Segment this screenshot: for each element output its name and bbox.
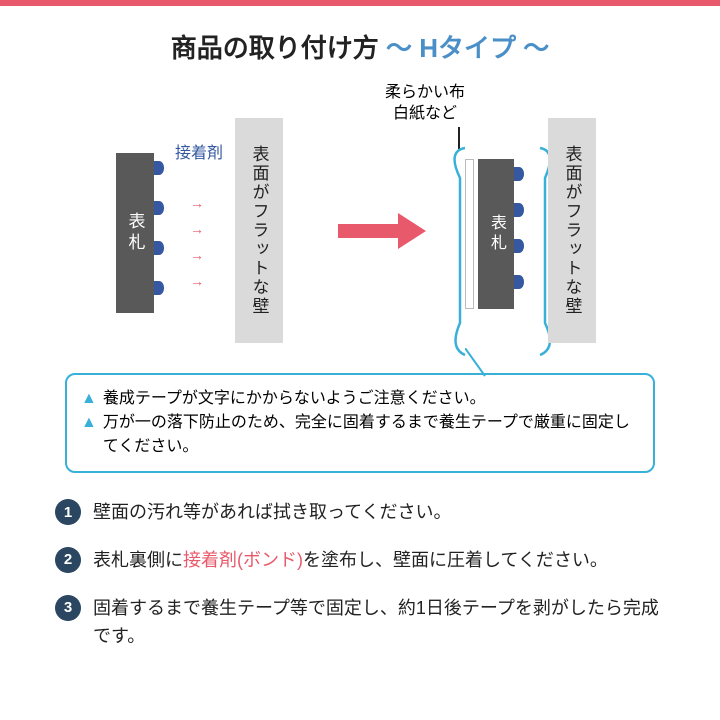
title-bracket-left: 〜: [386, 33, 419, 63]
step-number: 3: [55, 595, 81, 621]
small-arrow: →: [190, 221, 204, 237]
steps-list: 1 壁面の汚れ等があれば拭き取ってください。 2 表札裏側に接着剤(ボンド)を塗…: [55, 499, 665, 651]
small-arrow: →: [190, 273, 204, 289]
step-1: 1 壁面の汚れ等があれば拭き取ってください。: [55, 499, 665, 527]
glue-dot: [514, 239, 524, 253]
wall-right: 表面がフラットな壁: [548, 118, 596, 343]
notice-row-2: ▲ 万が一の落下防止のため、完全に固着するまで養生テープで厳重に固定してください…: [81, 411, 639, 459]
warning-icon: ▲: [81, 411, 97, 435]
step-text: 固着するまで養生テープ等で固定し、約1日後テープを剥がしたら完成です。: [93, 595, 665, 651]
step-highlight: 接着剤(ボンド): [183, 550, 303, 570]
notice-text-2: 万が一の落下防止のため、完全に固着するまで養生テープで厳重に固定してください。: [103, 411, 639, 459]
step-3: 3 固着するまで養生テープ等で固定し、約1日後テープを剥がしたら完成です。: [55, 595, 665, 651]
title-htype: Hタイプ: [419, 33, 516, 63]
glue-dot: [514, 275, 524, 289]
page-title: 商品の取り付け方 〜 Hタイプ 〜: [0, 28, 720, 65]
glue-dot: [154, 201, 164, 215]
top-accent-bar: [0, 0, 720, 6]
step-suffix: を塗布し、壁面に圧着してください。: [303, 550, 608, 570]
step-2: 2 表札裏側に接着剤(ボンド)を塗布し、壁面に圧着してください。: [55, 547, 665, 575]
cloth-note-line2: 白紙など: [385, 104, 465, 125]
cloth-note-line1: 柔らかい布: [385, 83, 465, 104]
step-text: 表札裏側に接着剤(ボンド)を塗布し、壁面に圧着してください。: [93, 547, 608, 575]
small-arrow: →: [190, 247, 204, 263]
plate-right: 表札: [478, 159, 514, 309]
step-number: 1: [55, 499, 81, 525]
glue-dot: [514, 167, 524, 181]
notice-box: ▲ 養成テープが文字にかからないようご注意ください。 ▲ 万が一の落下防止のため…: [65, 373, 655, 473]
installation-diagram: 表札 接着剤 → → → → 表面がフラットな壁 柔らかい布 白紙など 表札 表…: [90, 83, 630, 373]
glue-dot: [154, 161, 164, 175]
step-text: 壁面の汚れ等があれば拭き取ってください。: [93, 499, 452, 527]
cloth-strip: [465, 159, 474, 309]
notice-text-1: 養成テープが文字にかからないようご注意ください。: [103, 387, 486, 411]
glue-label: 接着剤: [175, 139, 223, 163]
glue-dot: [154, 281, 164, 295]
step-number: 2: [55, 547, 81, 573]
small-arrow: →: [190, 195, 204, 211]
title-bracket-right: 〜: [516, 33, 549, 63]
glue-dot: [514, 203, 524, 217]
wall-left: 表面がフラットな壁: [235, 118, 283, 343]
big-arrow-icon: [338, 213, 428, 249]
step-prefix: 表札裏側に: [93, 550, 183, 570]
notice-row-1: ▲ 養成テープが文字にかからないようご注意ください。: [81, 387, 639, 411]
title-main: 商品の取り付け方: [171, 33, 386, 63]
plate-left: 表札: [116, 153, 154, 313]
cloth-note: 柔らかい布 白紙など: [385, 83, 465, 125]
glue-dot: [154, 241, 164, 255]
warning-icon: ▲: [81, 387, 97, 411]
